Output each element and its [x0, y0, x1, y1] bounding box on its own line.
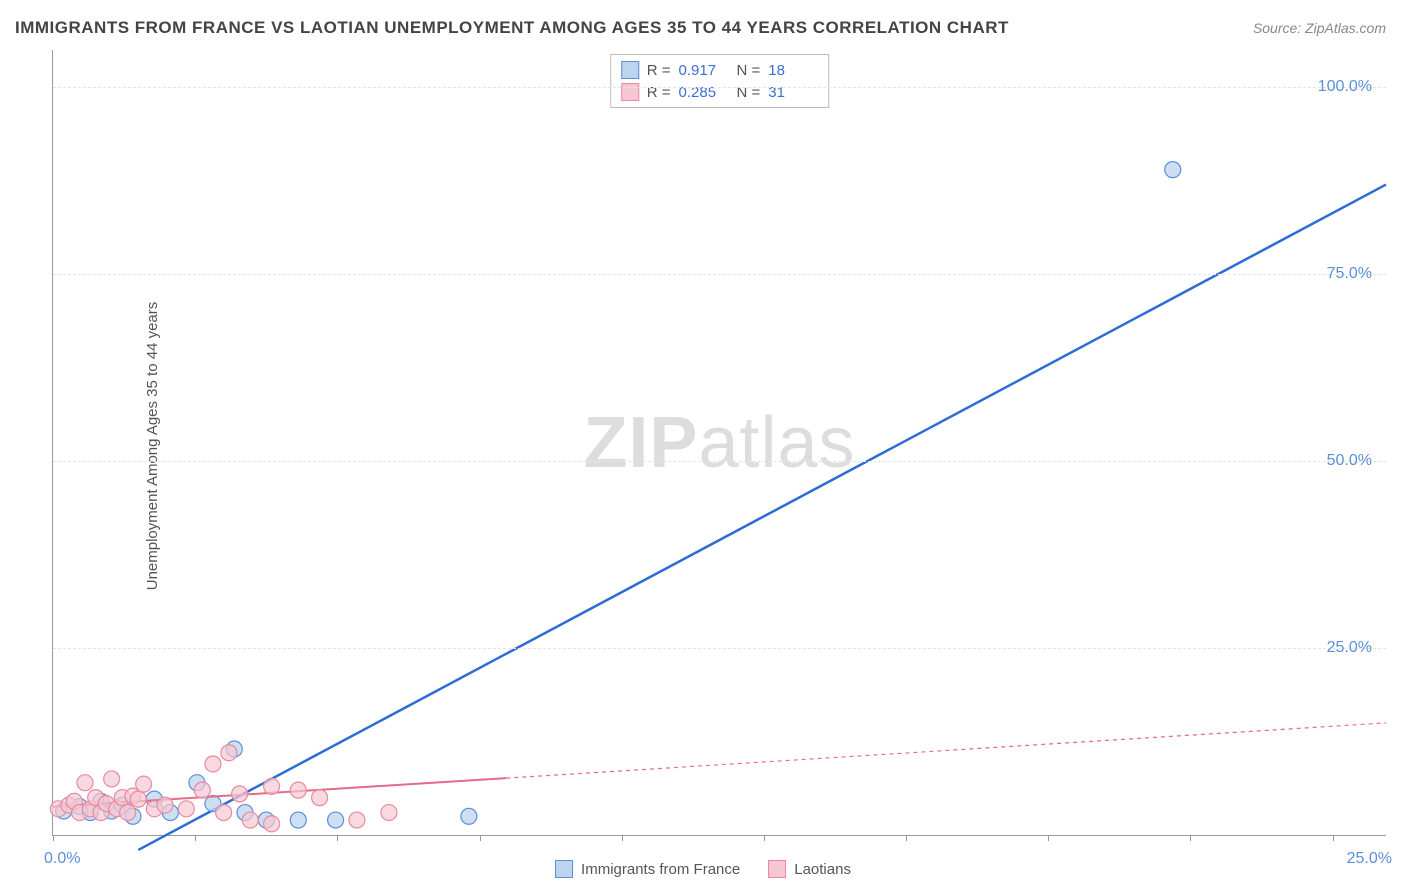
y-tick-label: 75.0% — [1327, 265, 1372, 283]
x-axis-max-label: 25.0% — [1347, 850, 1392, 868]
legend-item-laotians: Laotians — [768, 860, 851, 878]
chart-svg — [53, 50, 1386, 835]
legend-item-france: Immigrants from France — [555, 860, 740, 878]
gridline — [53, 461, 1386, 462]
x-axis-min-label: 0.0% — [44, 850, 80, 868]
y-tick-label: 100.0% — [1318, 78, 1372, 96]
swatch-pink-icon — [768, 860, 786, 878]
x-tick — [906, 835, 907, 841]
gridline — [53, 87, 1386, 88]
x-tick — [480, 835, 481, 841]
x-tick — [622, 835, 623, 841]
y-tick-label: 25.0% — [1327, 639, 1372, 657]
gridline — [53, 648, 1386, 649]
legend-label-france: Immigrants from France — [581, 861, 740, 878]
gridline — [53, 274, 1386, 275]
x-tick — [1190, 835, 1191, 841]
x-tick — [1333, 835, 1334, 841]
x-tick — [195, 835, 196, 841]
x-tick — [764, 835, 765, 841]
chart-title: IMMIGRANTS FROM FRANCE VS LAOTIAN UNEMPL… — [15, 18, 1009, 38]
source-attribution: Source: ZipAtlas.com — [1253, 20, 1386, 36]
swatch-blue-icon — [555, 860, 573, 878]
legend-label-laotians: Laotians — [794, 861, 851, 878]
plot-area: ZIPatlas R = 0.917 N = 18 R = 0.285 N = … — [52, 50, 1386, 836]
x-tick — [337, 835, 338, 841]
y-tick-label: 50.0% — [1327, 452, 1372, 470]
x-tick — [53, 835, 54, 841]
series-legend: Immigrants from France Laotians — [555, 860, 851, 878]
x-tick — [1048, 835, 1049, 841]
